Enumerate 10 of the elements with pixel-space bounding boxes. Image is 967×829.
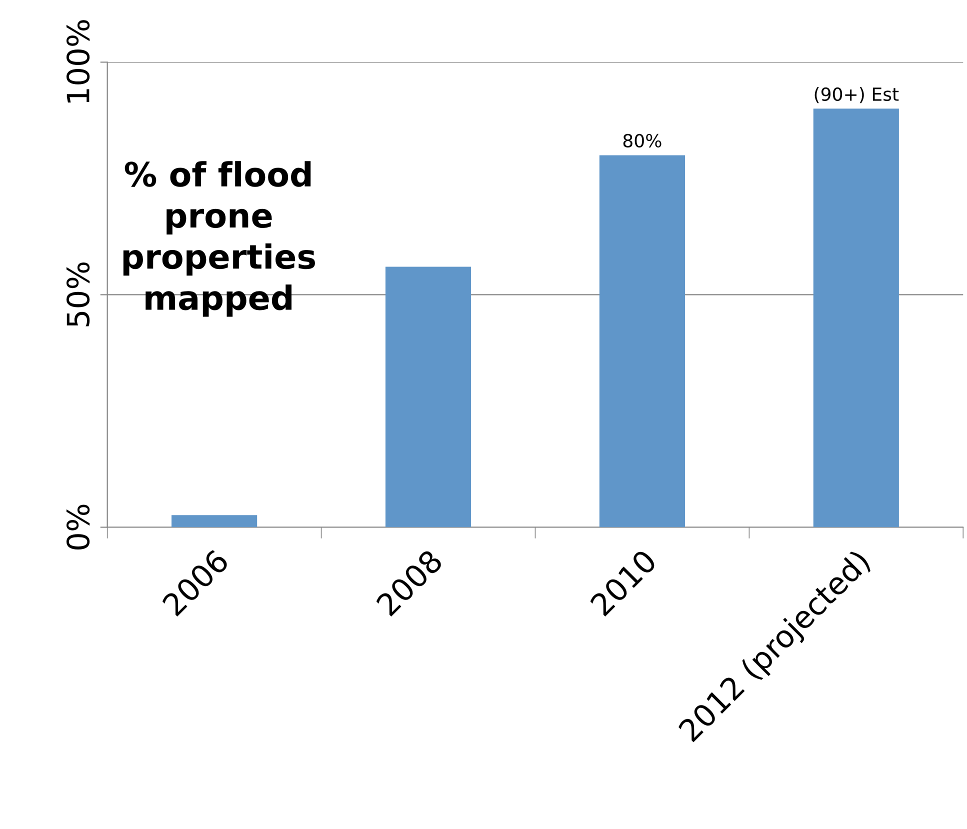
y-tick-label: 50% bbox=[66, 262, 90, 326]
y-tick-label: 100% bbox=[66, 20, 90, 102]
y-tick-label: 0% bbox=[66, 504, 90, 550]
bar bbox=[599, 155, 685, 528]
bar bbox=[172, 515, 258, 528]
data-label: (90+) Est bbox=[814, 87, 899, 104]
bar bbox=[813, 108, 899, 528]
annotation: % of flood prone properties mapped bbox=[123, 161, 315, 317]
bar bbox=[385, 266, 472, 528]
data-label: 80% bbox=[623, 134, 662, 148]
